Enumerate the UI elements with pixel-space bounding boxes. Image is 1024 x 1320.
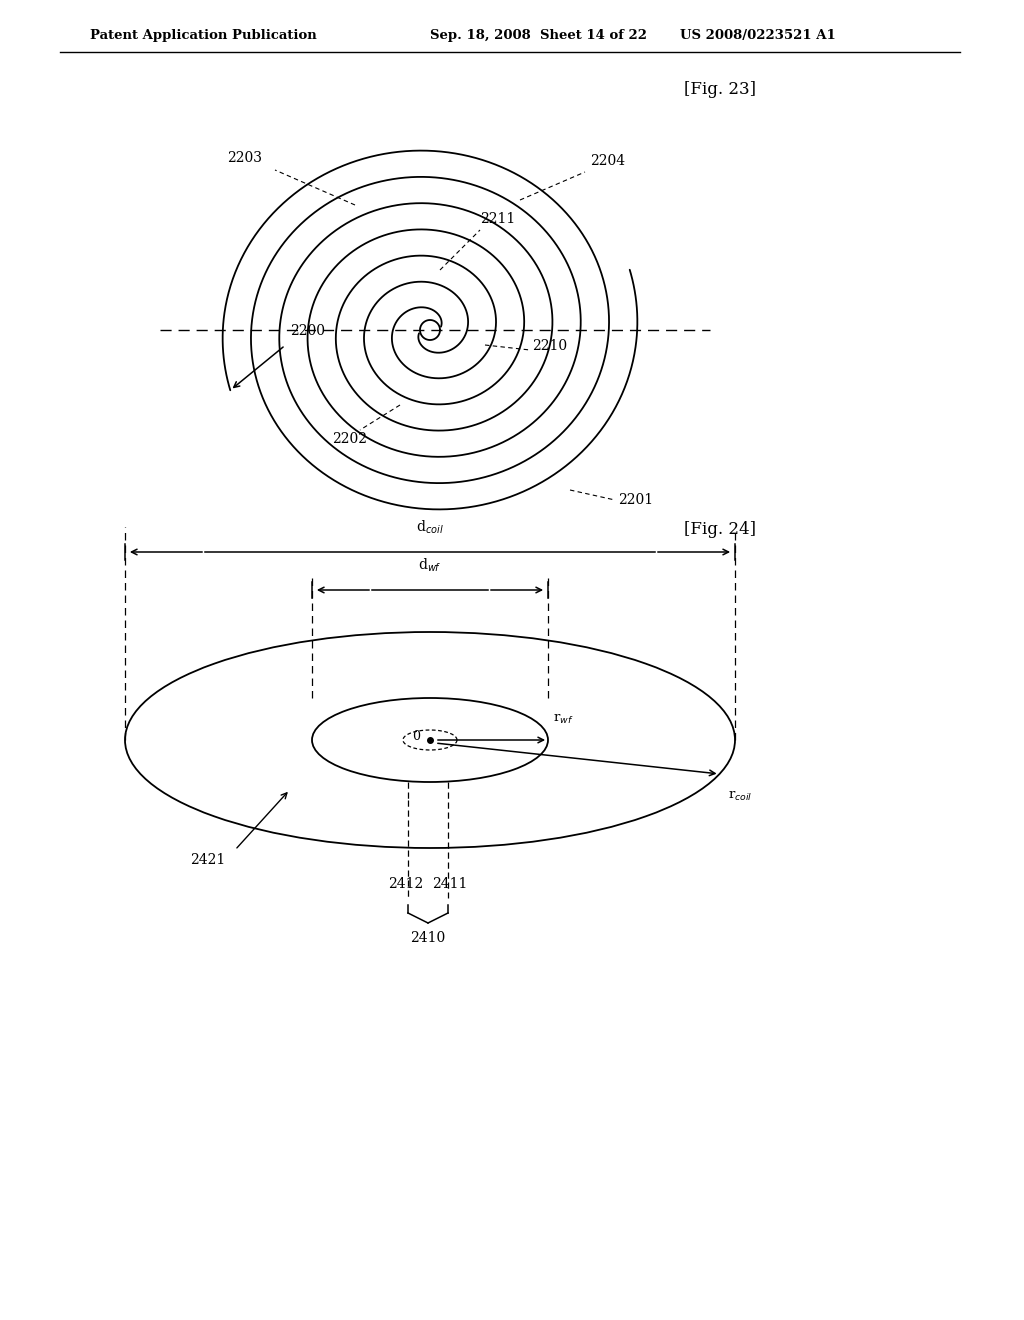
Text: US 2008/0223521 A1: US 2008/0223521 A1 (680, 29, 836, 41)
Text: 2421: 2421 (190, 853, 225, 867)
Text: 2211: 2211 (480, 213, 515, 226)
Text: d$_{coil}$: d$_{coil}$ (416, 519, 443, 536)
Text: 0: 0 (412, 730, 420, 742)
Text: d$_{wf}$: d$_{wf}$ (418, 557, 441, 574)
Text: 2204: 2204 (590, 154, 625, 168)
Text: Patent Application Publication: Patent Application Publication (90, 29, 316, 41)
Text: [Fig. 24]: [Fig. 24] (684, 521, 756, 539)
Text: 2411: 2411 (432, 876, 468, 891)
Text: 2201: 2201 (618, 492, 653, 507)
Text: r$_{coil}$: r$_{coil}$ (727, 789, 752, 803)
Text: r$_{wf}$: r$_{wf}$ (553, 713, 573, 726)
Text: 2202: 2202 (333, 432, 368, 446)
Text: 2210: 2210 (532, 339, 567, 352)
Text: 2200: 2200 (290, 325, 326, 338)
Text: [Fig. 23]: [Fig. 23] (684, 82, 756, 99)
Text: 2410: 2410 (411, 931, 445, 945)
Text: Sep. 18, 2008  Sheet 14 of 22: Sep. 18, 2008 Sheet 14 of 22 (430, 29, 647, 41)
Text: 2412: 2412 (388, 876, 424, 891)
Text: 2203: 2203 (227, 150, 262, 165)
